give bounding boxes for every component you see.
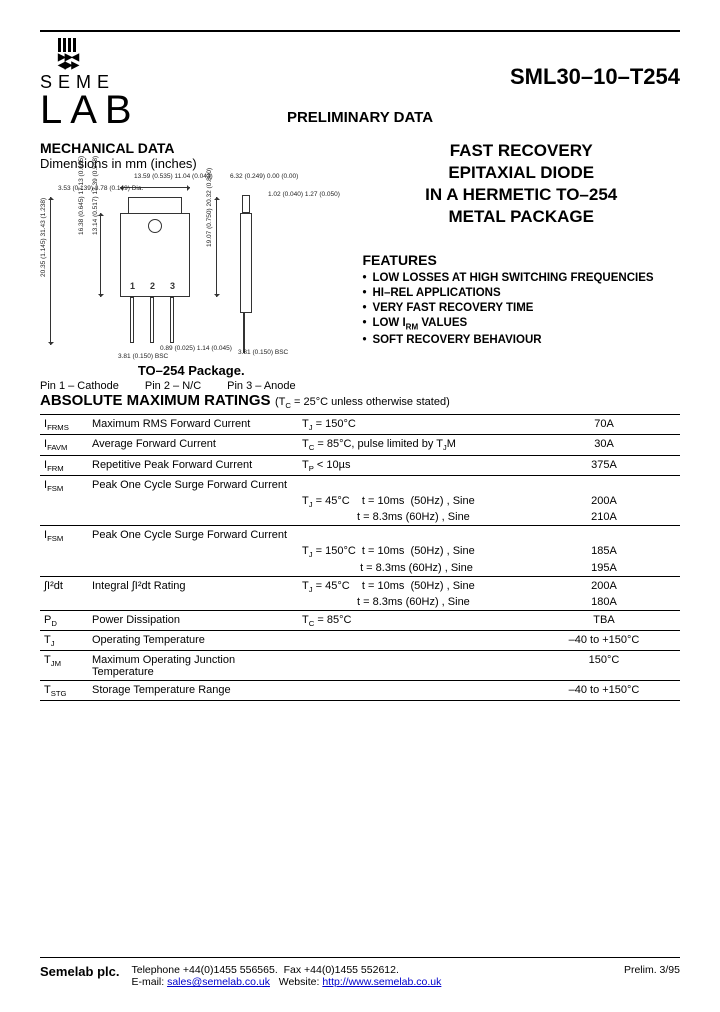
footer-web-link[interactable]: http://www.semelab.co.uk <box>322 976 441 988</box>
table-row: t = 8.3ms (60Hz) , Sine180A <box>40 596 680 611</box>
feature-item: LOW LOSSES AT HIGH SWITCHING FREQUENCIES <box>362 272 680 284</box>
features-heading: FEATURES <box>362 252 680 268</box>
dim-overall-h: 19.07 (0.750) 20.32 (0.800) <box>206 168 213 247</box>
package-diagram: 123 13.59 (0.535) 11.04 (0.043) 3.53 (0.… <box>40 177 340 367</box>
ratings-heading: ABSOLUTE MAXIMUM RATINGS <box>40 392 271 409</box>
product-block: FAST RECOVERY EPITAXIAL DIODE IN A HERME… <box>362 140 680 392</box>
pin-definitions: Pin 1 – Cathode Pin 2 – N/C Pin 3 – Anod… <box>40 380 342 392</box>
ratings-table: IFRMSMaximum RMS Forward CurrentTJ = 150… <box>40 414 680 701</box>
feature-item: HI–REL APPLICATIONS <box>362 287 680 299</box>
product-title: FAST RECOVERY EPITAXIAL DIODE IN A HERME… <box>362 140 680 228</box>
pin2-def: Pin 2 – N/C <box>145 380 201 392</box>
dim-side-thick: 1.02 (0.040) 1.27 (0.050) <box>268 191 340 198</box>
dim-side-top: 6.32 (0.249) 0.00 (0.00) <box>230 173 298 180</box>
dim-pitch1: 3.81 (0.150) BSC <box>118 353 168 360</box>
logo-bars-icon <box>58 38 190 52</box>
dim-pitch2: 3.81 (0.150) BSC <box>238 349 288 356</box>
mechanical-block: MECHANICAL DATA Dimensions in mm (inches… <box>40 140 342 392</box>
mid-section: MECHANICAL DATA Dimensions in mm (inches… <box>40 140 680 392</box>
table-row: TJMMaximum Operating Junction Temperatur… <box>40 651 680 681</box>
footer-company: Semelab plc. <box>40 964 119 979</box>
pin1-def: Pin 1 – Cathode <box>40 380 119 392</box>
dim-total-h: 20.35 (1.145) 31.43 (1.238) <box>40 198 47 277</box>
dim-width: 13.59 (0.535) 11.04 (0.043) <box>134 173 213 180</box>
dim-hole: 3.53 (0.139) 3.78 (0.149) Dia. <box>58 185 143 192</box>
table-row: t = 8.3ms (60Hz) , Sine210A <box>40 511 680 526</box>
mechanical-title: MECHANICAL DATA <box>40 140 342 156</box>
table-row: IFRMSMaximum RMS Forward CurrentTJ = 150… <box>40 415 680 435</box>
logo: ▶▶◀◀▶▶ SEME LAB <box>40 38 190 127</box>
feature-item: VERY FAST RECOVERY TIME <box>362 302 680 314</box>
dim-body-h2: 13.14 (0.517) 13.39 (0.548) <box>92 156 99 235</box>
ratings-section: ABSOLUTE MAXIMUM RATINGS (TC = 25°C unle… <box>40 392 680 701</box>
table-row: PDPower DissipationTC = 85°CTBA <box>40 610 680 630</box>
footer-contact: Telephone +44(0)1455 556565. Fax +44(0)1… <box>131 964 441 988</box>
features-list: LOW LOSSES AT HIGH SWITCHING FREQUENCIES… <box>362 272 680 346</box>
feature-item: LOW IRM VALUES <box>362 317 680 331</box>
table-row: ∫I²dtIntegral ∫I²dt RatingTJ = 45°C t = … <box>40 576 680 596</box>
logo-text-lab: LAB <box>40 93 190 127</box>
table-row: IFSMPeak One Cycle Surge Forward Current <box>40 475 680 495</box>
footer-revision: Prelim. 3/95 <box>624 964 680 988</box>
table-row: t = 8.3ms (60Hz) , Sine195A <box>40 562 680 577</box>
dim-body-h1: 16.38 (0.645) 17.13 (0.685) <box>78 156 85 235</box>
dim-pin-w: 0.89 (0.025) 1.14 (0.045) <box>160 345 232 352</box>
footer-email-link[interactable]: sales@semelab.co.uk <box>167 976 270 988</box>
table-row: IFRMRepetitive Peak Forward CurrentTP < … <box>40 455 680 475</box>
table-row: TJ = 45°C t = 10ms (50Hz) , Sine200A <box>40 495 680 511</box>
table-row: TSTGStorage Temperature Range–40 to +150… <box>40 681 680 701</box>
logo-arrows-icon: ▶▶◀◀▶▶ <box>58 54 190 70</box>
table-row: IFSMPeak One Cycle Surge Forward Current <box>40 526 680 546</box>
feature-item: SOFT RECOVERY BEHAVIOUR <box>362 334 680 346</box>
mechanical-subtitle: Dimensions in mm (inches) <box>40 156 342 171</box>
table-row: IFAVMAverage Forward CurrentTC = 85°C, p… <box>40 435 680 455</box>
part-number: SML30–10–T254 <box>510 64 680 90</box>
table-row: TJOperating Temperature–40 to +150°C <box>40 630 680 650</box>
top-rule <box>40 30 680 32</box>
ratings-condition: (TC = 25°C unless otherwise stated) <box>275 396 450 408</box>
footer: Semelab plc. Telephone +44(0)1455 556565… <box>40 957 680 988</box>
table-row: TJ = 150°C t = 10ms (50Hz) , Sine185A <box>40 545 680 561</box>
pin3-def: Pin 3 – Anode <box>227 380 296 392</box>
